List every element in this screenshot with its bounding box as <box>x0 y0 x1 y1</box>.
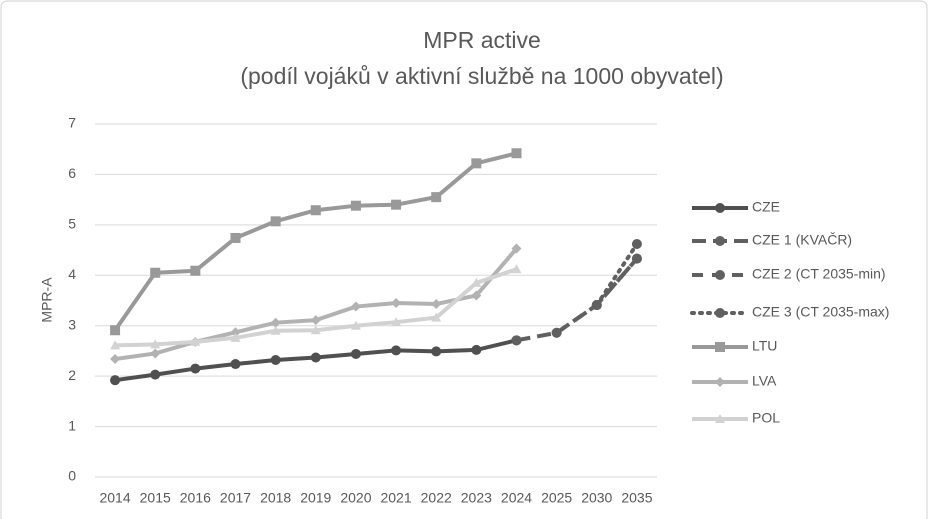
x-tick-label: 2024 <box>501 490 532 506</box>
marker <box>391 345 402 356</box>
x-tick-label: 2023 <box>461 490 492 506</box>
marker <box>511 243 522 254</box>
marker <box>310 352 321 363</box>
chart-subtitle: (podíl vojáků v aktivní službě na 1000 o… <box>240 63 723 89</box>
marker <box>715 270 725 280</box>
marker <box>150 369 161 380</box>
marker <box>190 363 201 374</box>
marker <box>511 264 522 274</box>
marker <box>715 308 725 318</box>
marker <box>190 265 201 276</box>
legend-label: CZE <box>752 199 780 215</box>
marker <box>511 335 522 346</box>
legend-label: CZE 2 (CT 2035-min) <box>752 266 886 282</box>
marker <box>591 300 602 311</box>
marker <box>110 340 121 350</box>
marker <box>715 342 725 352</box>
y-tick-label: 4 <box>68 266 76 282</box>
marker <box>431 312 442 322</box>
x-tick-label: 2025 <box>541 490 572 506</box>
marker <box>230 232 241 243</box>
marker <box>431 192 442 203</box>
marker <box>715 203 725 213</box>
marker <box>431 299 442 310</box>
marker <box>391 317 402 327</box>
marker <box>150 339 161 349</box>
marker <box>391 199 402 210</box>
x-tick-label: 2035 <box>621 490 652 506</box>
marker <box>270 216 281 227</box>
x-tick-label: 2021 <box>380 490 411 506</box>
marker <box>310 325 321 335</box>
marker <box>110 325 121 336</box>
y-tick-label: 3 <box>68 316 76 332</box>
marker <box>270 355 281 366</box>
marker <box>310 315 321 326</box>
y-tick-label: 2 <box>68 367 76 383</box>
marker <box>471 344 482 355</box>
x-tick-label: 2022 <box>421 490 452 506</box>
legend-label: LVA <box>752 373 777 389</box>
marker <box>431 346 442 357</box>
marker <box>350 348 361 359</box>
y-tick-label: 6 <box>68 165 76 181</box>
chart-title: MPR active <box>423 27 541 53</box>
marker <box>270 325 281 335</box>
x-tick-label: 2030 <box>581 490 612 506</box>
marker <box>471 277 482 287</box>
marker <box>471 290 482 301</box>
y-tick-label: 7 <box>68 115 76 131</box>
marker <box>350 320 361 330</box>
marker <box>230 332 241 342</box>
legend-label: CZE 3 (CT 2035-max) <box>752 304 889 320</box>
x-tick-label: 2020 <box>340 490 371 506</box>
marker <box>471 158 482 169</box>
marker <box>631 239 642 250</box>
x-tick-label: 2016 <box>180 490 211 506</box>
marker <box>270 317 281 328</box>
x-tick-label: 2015 <box>140 490 171 506</box>
x-tick-label: 2014 <box>99 490 130 506</box>
marker <box>110 375 121 386</box>
marker <box>150 267 161 278</box>
y-tick-label: 0 <box>68 468 76 484</box>
marker <box>715 236 725 246</box>
y-tick-label: 1 <box>68 417 76 433</box>
legend-label: CZE 1 (KVAČR) <box>752 232 852 248</box>
legend-label: POL <box>752 410 780 426</box>
marker <box>110 353 121 364</box>
y-axis-label: MPR-A <box>39 277 55 323</box>
marker <box>350 301 361 312</box>
marker <box>551 327 562 338</box>
x-tick-label: 2018 <box>260 490 291 506</box>
legend-label: LTU <box>752 338 777 354</box>
marker <box>391 298 402 309</box>
y-tick-label: 5 <box>68 216 76 232</box>
marker <box>511 148 522 159</box>
marker <box>310 205 321 216</box>
marker <box>631 253 642 264</box>
marker <box>715 414 725 423</box>
marker <box>230 359 241 370</box>
marker <box>230 327 241 338</box>
marker <box>715 377 725 387</box>
marker <box>350 200 361 211</box>
marker <box>190 336 201 346</box>
x-tick-label: 2019 <box>300 490 331 506</box>
x-tick-label: 2017 <box>220 490 251 506</box>
marker <box>150 348 161 359</box>
